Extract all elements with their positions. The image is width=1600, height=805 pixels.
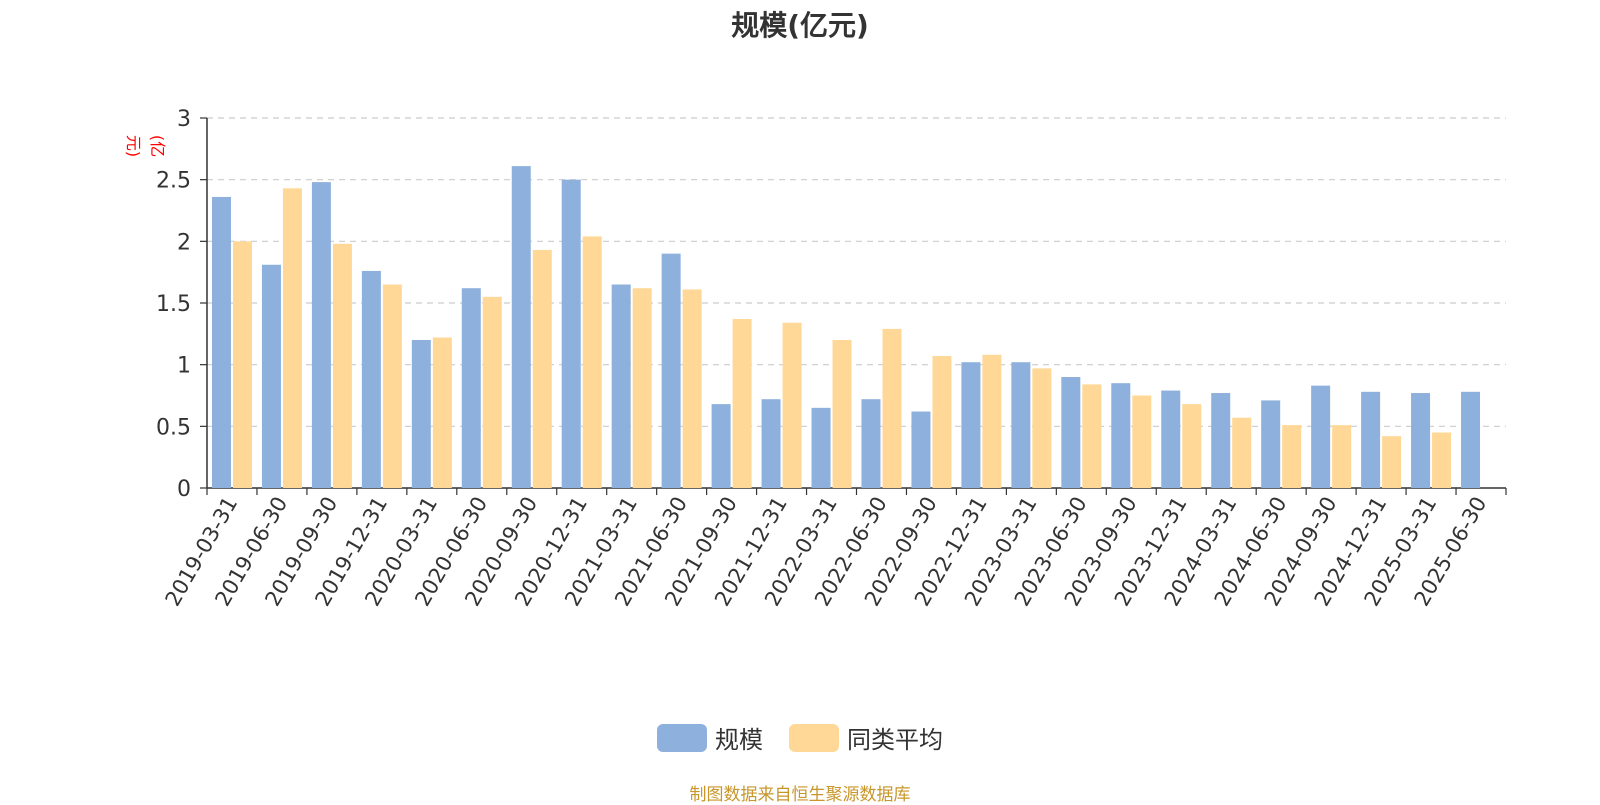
bar-series1 [661,253,681,488]
bar-series1 [361,270,381,488]
bar-series1 [261,264,281,488]
bar-series1 [961,362,981,488]
bar-series2 [882,328,902,488]
source-note: 制图数据来自恒生聚源数据库 [689,785,911,805]
bar-series1 [1411,393,1431,488]
bar-series2 [1132,395,1152,488]
bar-series1 [1311,385,1331,488]
bar-series2 [282,188,302,489]
legend-label-series1: 规模 [715,726,763,754]
bar-series2 [532,249,552,488]
bar-series2 [782,322,802,488]
bar-series1 [811,407,831,488]
bar-series1 [1261,400,1281,488]
bar-series2 [1182,404,1202,488]
legend-item-series2[interactable]: 同类平均 [789,720,943,755]
legend-swatch-series2 [789,723,839,752]
bar-series2 [832,340,852,488]
bar-series2 [1082,384,1102,488]
bar-series2 [982,354,1002,488]
legend-label-series2: 同类平均 [847,726,943,754]
bar-series2 [1232,417,1252,488]
bar-series2 [1332,425,1352,488]
legend-item-series1[interactable]: 规模 [657,720,763,755]
bar-series1 [511,166,531,488]
y-tick-label: 2 [177,230,191,255]
bar-series1 [311,182,331,488]
bar-series1 [411,340,431,488]
bar-series2 [482,296,502,488]
bar-series2 [1382,436,1402,488]
y-tick-label: 3 [177,107,191,132]
bar-series2 [632,288,652,488]
bar-series1 [911,411,931,488]
bar-series1 [761,399,781,488]
bar-series1 [1361,391,1381,488]
bar-series1 [611,284,631,488]
bar-series2 [1032,368,1052,488]
y-tick-label: 2.5 [156,169,191,194]
bar-series1 [1011,362,1031,488]
bar-series2 [1282,425,1302,488]
bar-series2 [732,319,752,488]
bar-series1 [1061,377,1081,488]
bar-series2 [1432,432,1452,488]
legend: 规模 同类平均 [0,720,1600,755]
y-tick-label: 0 [177,477,191,502]
bar-series1 [861,399,881,488]
bar-series1 [711,404,731,488]
bar-series1 [1461,391,1481,488]
bar-series2 [682,289,702,488]
bar-series1 [1111,383,1131,488]
y-tick-label: 1 [177,354,191,379]
bar-series2 [232,241,252,488]
bar-series1 [211,196,231,488]
bar-series1 [1161,390,1181,488]
bar-series2 [382,284,402,488]
bar-series1 [561,179,581,488]
bar-series2 [332,243,352,488]
legend-swatch-series1 [657,723,707,752]
chart-title: 规模(亿元) [731,9,869,42]
bar-series2 [432,337,452,488]
bar-series2 [932,356,952,488]
y-tick-label: 0.5 [156,415,191,440]
bar-series1 [1211,393,1231,488]
bar-series1 [461,288,481,488]
bar-series2 [582,236,602,488]
y-tick-label: 1.5 [156,292,191,317]
